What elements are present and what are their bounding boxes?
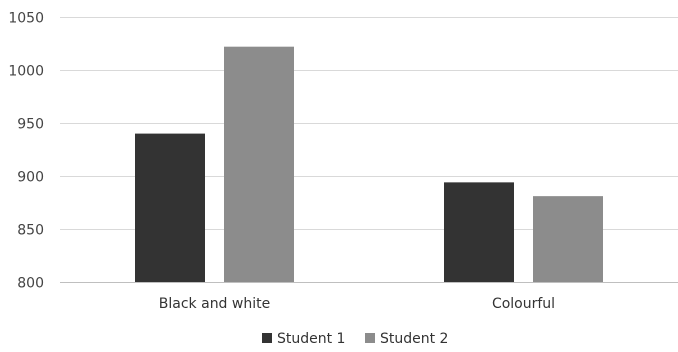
bar-2-1 bbox=[224, 46, 294, 283]
legend-swatch bbox=[365, 333, 375, 343]
y-tick-label: 1050 bbox=[8, 11, 44, 27]
y-tick-label: 950 bbox=[17, 117, 44, 133]
y-tick-label: 900 bbox=[17, 170, 44, 186]
bar-1-1 bbox=[135, 133, 205, 282]
y-tick-label: 800 bbox=[17, 276, 44, 292]
legend-label: Student 2 bbox=[380, 331, 448, 347]
legend: Student 1 Student 2 bbox=[262, 331, 448, 347]
bar-2-2 bbox=[533, 196, 603, 282]
legend-swatch bbox=[262, 333, 272, 343]
bar-1-2 bbox=[444, 182, 514, 282]
legend-label: Student 1 bbox=[277, 331, 345, 347]
x-category-label: Colourful bbox=[492, 296, 555, 312]
y-axis-ticks: 800 850 900 950 1000 1050 bbox=[8, 11, 44, 292]
bars bbox=[135, 46, 603, 283]
x-axis-labels: Black and white Colourful bbox=[159, 296, 555, 312]
x-category-label: Black and white bbox=[159, 296, 270, 312]
y-tick-label: 1000 bbox=[8, 64, 44, 80]
y-tick-label: 850 bbox=[17, 223, 44, 239]
